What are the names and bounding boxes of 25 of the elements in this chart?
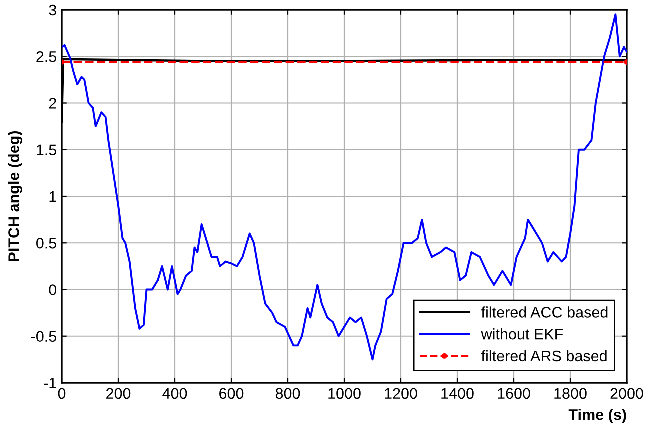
x-tick-label: 1400 — [442, 388, 474, 400]
y-axis-title: PITCH angle (deg) — [8, 131, 22, 262]
y-tick-label: 2.5 — [36, 51, 56, 62]
y-tick-label: 0 — [49, 284, 57, 296]
x-tick-label: 1600 — [498, 388, 530, 400]
x-tick-label: 1800 — [554, 388, 587, 400]
y-tick-label: 2 — [49, 98, 56, 109]
x-axis-title: Time (s) — [568, 409, 626, 424]
y-tick-label: -1 — [44, 378, 56, 389]
y-tick-label: 0.5 — [36, 238, 56, 249]
x-tick-label: 800 — [276, 388, 300, 400]
legend-label: filtered ARS based — [482, 350, 607, 362]
x-tick-label: 2000 — [610, 388, 644, 400]
x-tick-label: 0 — [58, 388, 66, 400]
y-tick-label: 1 — [50, 192, 56, 202]
y-tick-label: 3 — [49, 4, 56, 16]
x-tick-label: 1200 — [385, 388, 418, 400]
x-tick-label: 200 — [106, 388, 131, 400]
y-tick-label: -0.5 — [31, 331, 56, 342]
legend-label: without EKF — [481, 328, 564, 340]
y-tick-label: 1.5 — [37, 144, 56, 156]
x-tick-label: 1000 — [328, 388, 361, 400]
x-tick-label: 600 — [220, 388, 244, 400]
x-tick-label: 400 — [162, 388, 188, 400]
legend-label: filtered ACC based — [482, 306, 608, 318]
